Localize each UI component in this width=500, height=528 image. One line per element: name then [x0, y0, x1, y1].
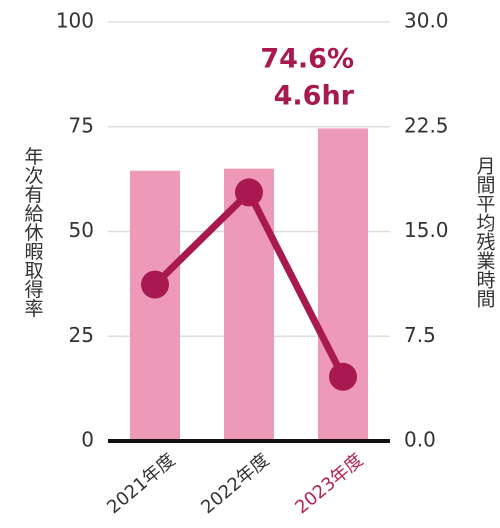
x-tick-label: 2021年度: [103, 450, 179, 519]
value-label: 4.6hr: [274, 81, 355, 112]
point: [329, 362, 357, 391]
y2-axis-label: 月間平均残業時間: [474, 156, 496, 308]
y-tick-label: 0: [81, 428, 94, 452]
x-tick-label: 2022年度: [197, 450, 273, 519]
y2-tick-label: 22.5: [404, 113, 449, 137]
y2-tick-label: 0.0: [404, 428, 436, 452]
y-tick-label: 50: [69, 218, 94, 242]
y2-tick-label: 7.5: [404, 323, 436, 347]
bar: [224, 168, 274, 441]
x-tick-label: 2023年度: [291, 450, 367, 519]
y2-tick-label: 15.0: [404, 218, 449, 242]
point: [141, 270, 169, 299]
y-tick-label: 75: [69, 113, 94, 137]
point: [235, 178, 263, 207]
y2-tick-label: 30.0: [404, 9, 449, 33]
y-axis-label: 年次有給休暇取得率: [22, 146, 44, 317]
value-label: 74.6%: [260, 44, 354, 75]
y-tick-label: 100: [56, 9, 94, 33]
bar: [130, 170, 180, 441]
y-tick-label: 25: [69, 323, 94, 347]
bar: [318, 128, 368, 441]
